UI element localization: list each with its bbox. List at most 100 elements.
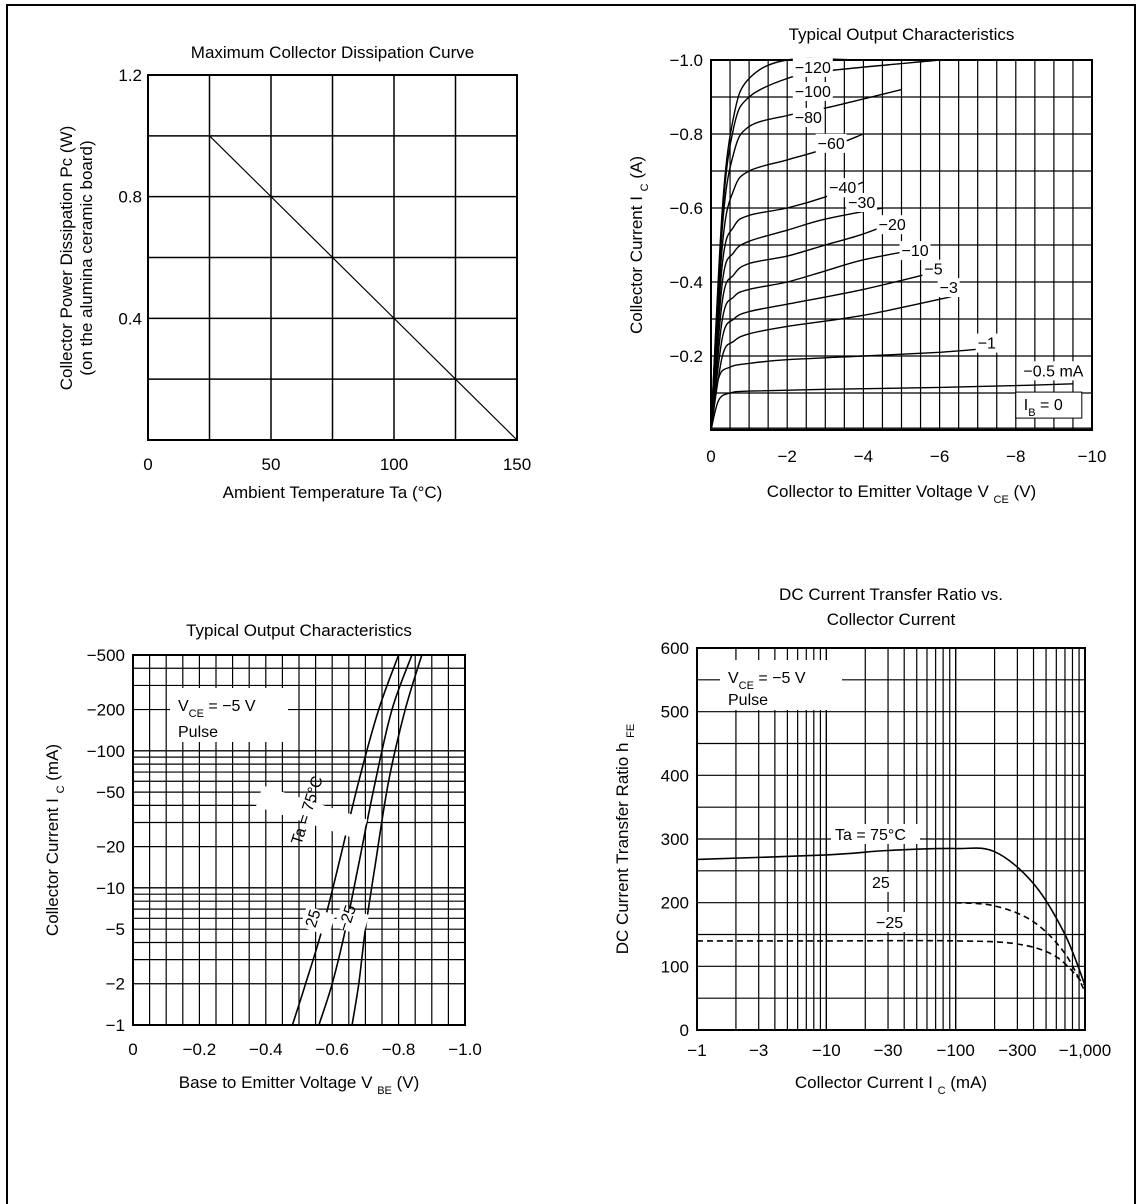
dissipation-line <box>209 135 518 441</box>
chart-title: Maximum Collector Dissipation Curve <box>191 43 474 62</box>
curve-label-bg <box>975 333 998 353</box>
text-part: I <box>1024 397 1028 414</box>
y-axis-label: Collector Power Dissipation Pc (W) <box>57 126 76 391</box>
text-part: Collector Current I <box>627 191 646 334</box>
text-part: (V) <box>392 1073 419 1092</box>
output-curve <box>710 181 864 431</box>
y-tick-label: −5 <box>106 920 125 939</box>
curve-label-bg <box>872 912 907 932</box>
subscript: CE <box>189 708 204 720</box>
x-tick-label: 0 <box>128 1040 137 1059</box>
y-tick-label: 600 <box>661 639 689 658</box>
x-tick-label: −3 <box>749 1041 768 1060</box>
subscript: C <box>639 183 651 191</box>
legend-condition: VCE = −5 V <box>728 670 806 692</box>
x-axis-label: Collector Current I C (mA) <box>795 1073 987 1097</box>
curve-label-bg <box>868 872 894 892</box>
x-axis-label: Base to Emitter Voltage V BE (V) <box>179 1073 420 1097</box>
x-tick-label: −0.4 <box>249 1040 283 1059</box>
curve-label-bg <box>827 178 859 198</box>
chart-canvas: Maximum Collector Dissipation Curve 0 50 10… <box>43 25 1111 1097</box>
legend-bg <box>720 660 842 710</box>
output-curve <box>710 207 883 431</box>
x-tick-label: −10 <box>1078 447 1107 466</box>
output-curve <box>710 88 902 431</box>
x-tick-label: −0.8 <box>382 1040 416 1059</box>
chart-max-dissipation: Maximum Collector Dissipation Curve 0 50 10… <box>57 43 531 502</box>
y-tick-label: −20 <box>96 838 125 857</box>
text-part: = −5 V <box>754 670 806 687</box>
y-tick-label: −500 <box>87 646 125 665</box>
curve-label: Ta = 75°C <box>835 827 906 844</box>
y-tick-label: 0 <box>680 1021 689 1040</box>
curve-label: −5 <box>924 262 942 279</box>
y-tick-label: 0.4 <box>118 309 142 328</box>
y-tick-label: −2 <box>106 975 125 994</box>
curve-label: −0.5 mA <box>1023 363 1083 380</box>
curve-label-bg <box>899 241 931 261</box>
y-tick-label: −0.2 <box>669 347 703 366</box>
text-part: V <box>728 670 739 687</box>
y-tick-label: −1.0 <box>669 51 703 70</box>
curve-label: −40 <box>829 180 856 197</box>
x-tick-label: −100 <box>937 1041 975 1060</box>
curve-label: −80 <box>795 110 822 127</box>
curve-label-bg <box>815 133 847 153</box>
y-tick-label: 0.8 <box>118 188 142 207</box>
subscript: BE <box>377 1085 392 1097</box>
curve-label: 25 <box>872 875 890 892</box>
curve-label-bg <box>846 193 878 212</box>
y-tick-label: −0.4 <box>669 273 703 292</box>
x-tick-label: 150 <box>503 455 531 474</box>
hfe-curve <box>696 847 1086 986</box>
curve-label-bg <box>922 259 945 279</box>
curve-label-bg <box>792 107 824 127</box>
y-axis-label-note: (on the alumina ceramic board) <box>77 140 96 375</box>
curve-label: −60 <box>818 136 845 153</box>
y-tick-label: 100 <box>661 957 689 976</box>
y-tick-label: 1.2 <box>118 66 142 85</box>
curve-label: −120 <box>795 60 831 77</box>
legend-bg <box>170 688 288 742</box>
x-tick-label: −10 <box>812 1041 841 1060</box>
curve-label: −3 <box>940 280 958 297</box>
y-tick-label: −0.6 <box>669 199 703 218</box>
output-curve <box>710 218 902 431</box>
x-tick-label: −300 <box>998 1041 1036 1060</box>
x-tick-label: −6 <box>930 447 949 466</box>
vbe-curve <box>318 654 413 1026</box>
output-curve <box>710 383 1074 431</box>
y-axis-label: DC Current Transfer Ratio h FE <box>613 724 637 954</box>
text-part: Collector to Emitter Voltage V <box>767 482 994 501</box>
vbe-curve <box>291 654 400 1026</box>
text-part: (mA) <box>946 1073 988 1092</box>
curve-label-bg <box>876 215 908 235</box>
chart-title: DC Current Transfer Ratio vs. <box>779 585 1003 604</box>
x-tick-label: −0.2 <box>183 1040 217 1059</box>
curve-label-bg <box>1021 361 1089 381</box>
curve-label-bg <box>937 278 960 298</box>
curve-label-bg <box>334 905 370 937</box>
legend-pulse: Pulse <box>178 724 218 741</box>
text-part: Collector Current I <box>795 1073 938 1092</box>
subscript: CE <box>739 680 754 692</box>
y-tick-label: −10 <box>96 879 125 898</box>
subscript: C <box>938 1085 946 1097</box>
subscript: B <box>1028 407 1035 419</box>
ib-zero-box <box>1015 391 1083 419</box>
curve-label-bg <box>792 57 833 77</box>
curve-label-bg <box>255 785 368 841</box>
text-part: V <box>178 698 189 715</box>
chart-title: Typical Output Characteristics <box>186 621 412 640</box>
ib-zero-label: IB = 0 <box>1024 397 1063 419</box>
hfe-curve <box>697 939 1086 986</box>
text-part: DC Current Transfer Ratio h <box>613 738 632 954</box>
text-part: (V) <box>1009 482 1036 501</box>
x-tick-label: 100 <box>380 455 408 474</box>
curve-label-bg <box>831 824 920 844</box>
text-part: = −5 V <box>204 698 256 715</box>
x-tick-label: −1,000 <box>1059 1041 1111 1060</box>
chart-title: Typical Output Characteristics <box>789 25 1015 44</box>
